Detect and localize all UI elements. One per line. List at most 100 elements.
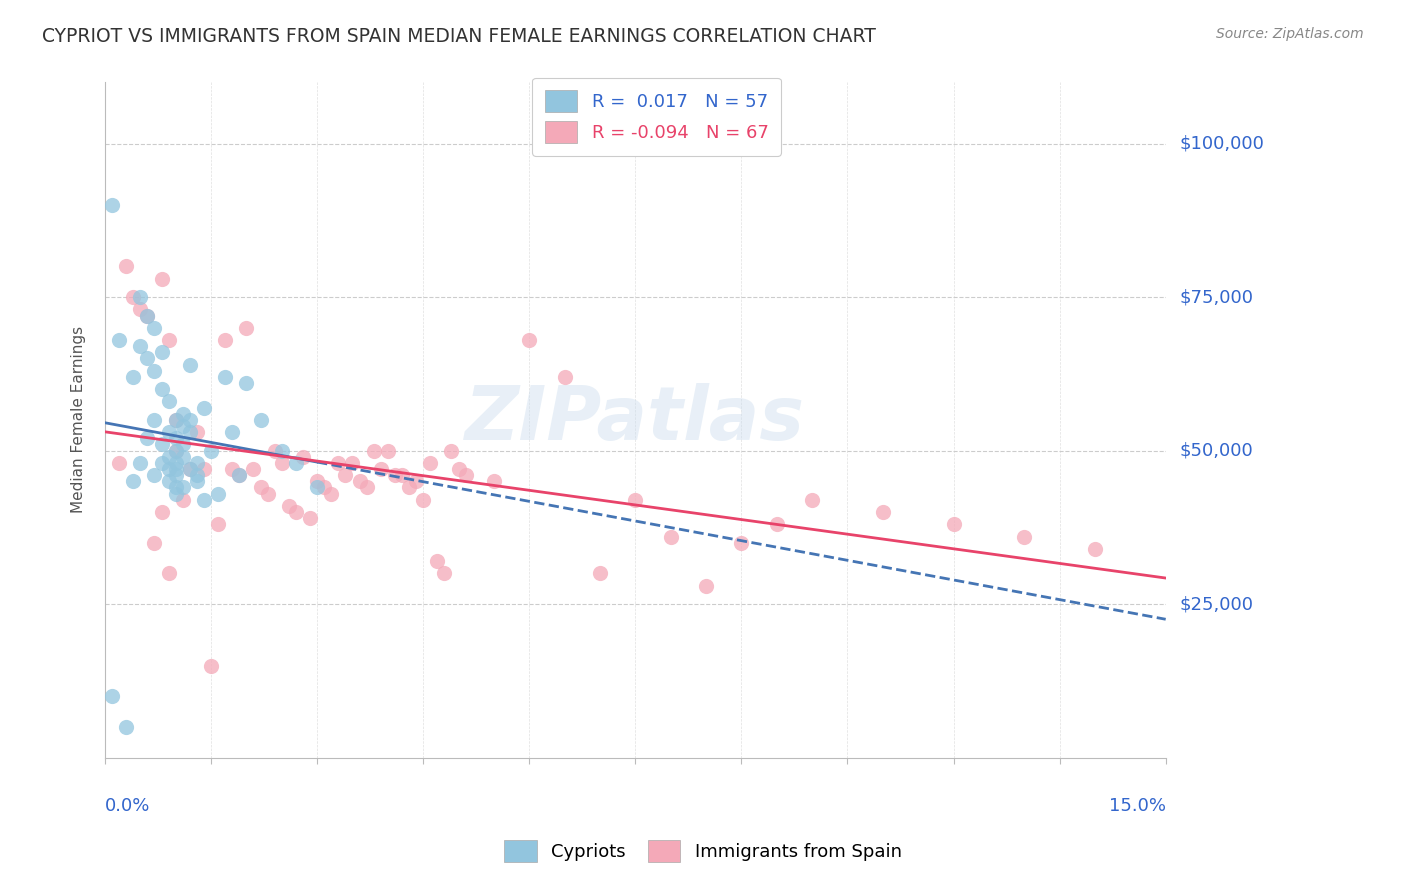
Point (172, 419, 194, 434)
Point (108, 456, 131, 470)
Text: $100,000: $100,000 (1180, 135, 1264, 153)
Point (179, 462, 201, 476)
Point (115, 720, 138, 734)
Point (398, 480, 420, 494)
Point (150, 345, 173, 359)
Point (228, 468, 250, 483)
Point (447, 462, 470, 476)
Point (165, 431, 187, 445)
Point (165, 443, 187, 458)
Point (363, 443, 385, 458)
Point (200, 658, 222, 673)
Text: 15.0%: 15.0% (1109, 797, 1166, 814)
Point (122, 475, 145, 489)
Point (122, 290, 145, 304)
Y-axis label: Median Female Earnings: Median Female Earnings (72, 326, 86, 514)
Point (384, 468, 406, 483)
Point (143, 320, 166, 334)
Point (129, 290, 152, 304)
Point (356, 480, 378, 494)
Point (214, 370, 236, 384)
Point (207, 486, 229, 500)
Text: $75,000: $75,000 (1180, 288, 1254, 306)
Point (256, 486, 278, 500)
Legend: Cypriots, Immigrants from Spain: Cypriots, Immigrants from Spain (498, 833, 908, 870)
Point (157, 450, 180, 464)
Point (165, 443, 187, 458)
Point (242, 462, 264, 476)
Point (328, 456, 350, 470)
Point (426, 554, 449, 568)
Point (108, 333, 131, 347)
Point (291, 450, 314, 464)
Point (165, 486, 187, 500)
Point (179, 358, 201, 372)
Point (165, 462, 187, 476)
Point (165, 468, 187, 483)
Point (186, 468, 208, 483)
Point (801, 492, 824, 507)
Point (172, 480, 194, 494)
Point (179, 425, 201, 440)
Point (186, 475, 208, 489)
Point (150, 437, 173, 451)
Point (307, 480, 329, 494)
Point (314, 480, 336, 494)
Point (235, 320, 257, 334)
Point (1084, 541, 1107, 556)
Point (136, 431, 159, 445)
Point (440, 443, 463, 458)
Point (165, 413, 187, 427)
Point (695, 579, 717, 593)
Point (129, 456, 152, 470)
Point (370, 462, 392, 476)
Text: 0.0%: 0.0% (105, 797, 150, 814)
Point (101, 198, 124, 212)
Point (942, 517, 965, 532)
Point (179, 413, 201, 427)
Point (157, 566, 180, 581)
Point (150, 271, 173, 285)
Point (349, 475, 371, 489)
Point (377, 443, 399, 458)
Point (150, 382, 173, 396)
Point (277, 499, 299, 513)
Point (1012, 530, 1035, 544)
Point (186, 456, 208, 470)
Point (221, 425, 243, 440)
Point (193, 401, 215, 415)
Point (207, 517, 229, 532)
Point (270, 443, 292, 458)
Point (391, 468, 413, 483)
Point (157, 462, 180, 476)
Point (554, 370, 576, 384)
Point (136, 309, 159, 323)
Point (150, 456, 173, 470)
Point (624, 492, 647, 507)
Point (143, 535, 166, 549)
Point (730, 535, 752, 549)
Point (129, 339, 152, 353)
Point (342, 456, 364, 470)
Point (270, 456, 292, 470)
Point (193, 462, 215, 476)
Point (172, 437, 194, 451)
Point (214, 333, 236, 347)
Point (263, 443, 285, 458)
Text: CYPRIOT VS IMMIGRANTS FROM SPAIN MEDIAN FEMALE EARNINGS CORRELATION CHART: CYPRIOT VS IMMIGRANTS FROM SPAIN MEDIAN … (42, 27, 876, 45)
Point (249, 413, 271, 427)
Point (335, 468, 357, 483)
Point (659, 530, 682, 544)
Point (235, 376, 257, 390)
Point (143, 468, 166, 483)
Point (517, 333, 540, 347)
Point (200, 443, 222, 458)
Point (193, 492, 215, 507)
Point (129, 302, 152, 317)
Point (172, 492, 194, 507)
Text: Source: ZipAtlas.com: Source: ZipAtlas.com (1216, 27, 1364, 41)
Point (172, 407, 194, 421)
Point (165, 413, 187, 427)
Point (284, 456, 307, 470)
Point (122, 370, 145, 384)
